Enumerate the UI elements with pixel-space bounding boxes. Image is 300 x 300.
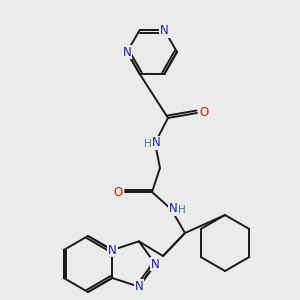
- Text: N: N: [151, 257, 160, 271]
- Text: O: O: [200, 106, 208, 119]
- Text: N: N: [108, 244, 117, 256]
- Text: N: N: [169, 202, 177, 215]
- Text: H: H: [144, 139, 152, 149]
- Text: O: O: [113, 185, 123, 199]
- Text: N: N: [134, 280, 143, 293]
- Text: H: H: [178, 205, 186, 215]
- Text: N: N: [152, 136, 160, 149]
- Text: N: N: [160, 24, 169, 37]
- Text: N: N: [123, 46, 131, 59]
